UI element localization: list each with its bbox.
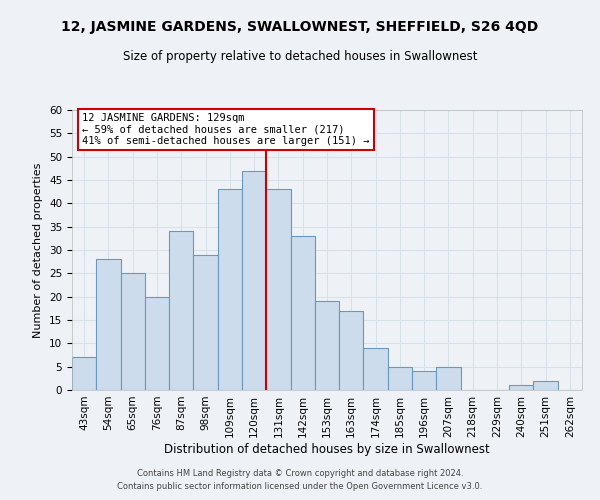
Bar bbox=[193, 254, 218, 390]
Text: 12, JASMINE GARDENS, SWALLOWNEST, SHEFFIELD, S26 4QD: 12, JASMINE GARDENS, SWALLOWNEST, SHEFFI… bbox=[61, 20, 539, 34]
X-axis label: Distribution of detached houses by size in Swallownest: Distribution of detached houses by size … bbox=[164, 442, 490, 456]
Bar bbox=[242, 170, 266, 390]
Bar bbox=[290, 236, 315, 390]
Bar bbox=[436, 366, 461, 390]
Bar bbox=[315, 302, 339, 390]
Bar bbox=[96, 260, 121, 390]
Bar bbox=[169, 232, 193, 390]
Bar bbox=[266, 190, 290, 390]
Bar bbox=[145, 296, 169, 390]
Bar bbox=[388, 366, 412, 390]
Bar bbox=[121, 274, 145, 390]
Bar bbox=[509, 386, 533, 390]
Bar bbox=[72, 358, 96, 390]
Bar bbox=[412, 372, 436, 390]
Y-axis label: Number of detached properties: Number of detached properties bbox=[34, 162, 43, 338]
Bar bbox=[364, 348, 388, 390]
Text: Size of property relative to detached houses in Swallownest: Size of property relative to detached ho… bbox=[123, 50, 477, 63]
Text: Contains HM Land Registry data © Crown copyright and database right 2024.: Contains HM Land Registry data © Crown c… bbox=[137, 468, 463, 477]
Bar bbox=[533, 380, 558, 390]
Bar bbox=[218, 190, 242, 390]
Text: Contains public sector information licensed under the Open Government Licence v3: Contains public sector information licen… bbox=[118, 482, 482, 491]
Text: 12 JASMINE GARDENS: 129sqm
← 59% of detached houses are smaller (217)
41% of sem: 12 JASMINE GARDENS: 129sqm ← 59% of deta… bbox=[82, 113, 370, 146]
Bar bbox=[339, 310, 364, 390]
